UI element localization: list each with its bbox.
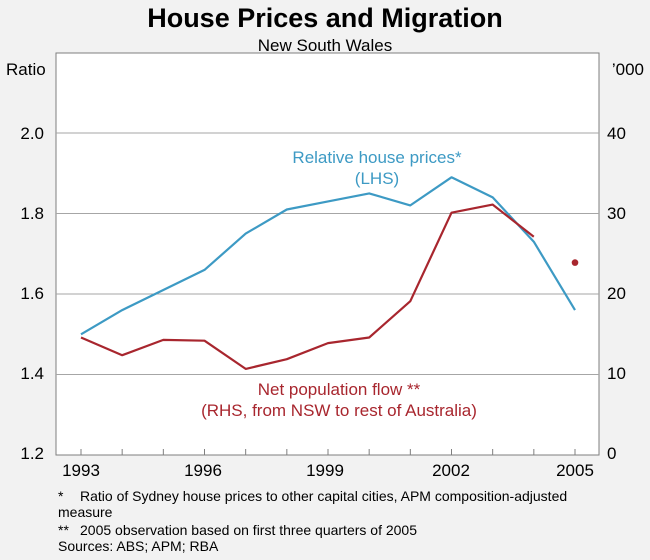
- x-axis-ticks: 1993 1996 1999 2002 2005: [62, 461, 594, 480]
- right-axis-ticks: 0 10 20 30 40: [607, 124, 626, 463]
- x-tick-label: 1996: [184, 461, 222, 480]
- footnote-1-marker: *: [58, 488, 64, 504]
- sources: Sources: ABS; APM; RBA: [58, 538, 219, 554]
- x-tick-marks: [80, 449, 576, 455]
- x-tick-label: 2002: [432, 461, 470, 480]
- x-tick-label: 1999: [306, 461, 344, 480]
- gridlines: [56, 132, 599, 375]
- x-tick-label: 1993: [62, 461, 100, 480]
- footnote-1-continued: measure: [58, 504, 113, 520]
- net-population-flow-line: [80, 203, 535, 370]
- relative-house-prices-label: Relative house prices*: [292, 148, 462, 167]
- right-tick-label: 10: [607, 364, 626, 383]
- net-population-flow-label: Net population flow **: [258, 380, 421, 399]
- x-tick-label: 2005: [556, 461, 594, 480]
- footnote-2: ** 2005 observation based on first three …: [58, 522, 417, 538]
- relative-house-prices-line: [80, 176, 576, 336]
- net-population-flow-axis-note: (RHS, from NSW to rest of Australia): [201, 401, 477, 420]
- right-tick-label: 0: [607, 444, 616, 463]
- right-tick-label: 30: [607, 204, 626, 223]
- left-tick-label: 1.2: [20, 444, 44, 463]
- right-axis-label: ’000: [612, 60, 644, 79]
- right-tick-label: 20: [607, 284, 626, 303]
- chart-title: House Prices and Migration: [147, 3, 503, 33]
- left-tick-label: 2.0: [20, 124, 44, 143]
- footnote-1-text: Ratio of Sydney house prices to other ca…: [80, 488, 568, 504]
- left-axis-ticks: 1.2 1.4 1.6 1.8 2.0: [20, 124, 44, 463]
- footnote-2-text: 2005 observation based on first three qu…: [80, 522, 417, 538]
- plot-area: [55, 52, 600, 456]
- relative-house-prices-axis-note: (LHS): [355, 169, 399, 188]
- chart-subtitle: New South Wales: [258, 36, 392, 55]
- net-population-flow-2005-point: [571, 259, 579, 266]
- footnote-1: * Ratio of Sydney house prices to other c…: [58, 488, 567, 504]
- left-axis-label: Ratio: [6, 60, 46, 79]
- right-tick-label: 40: [607, 124, 626, 143]
- left-tick-label: 1.6: [20, 284, 44, 303]
- left-tick-label: 1.8: [20, 204, 44, 223]
- left-tick-label: 1.4: [20, 364, 44, 383]
- footnote-2-marker: **: [58, 522, 69, 538]
